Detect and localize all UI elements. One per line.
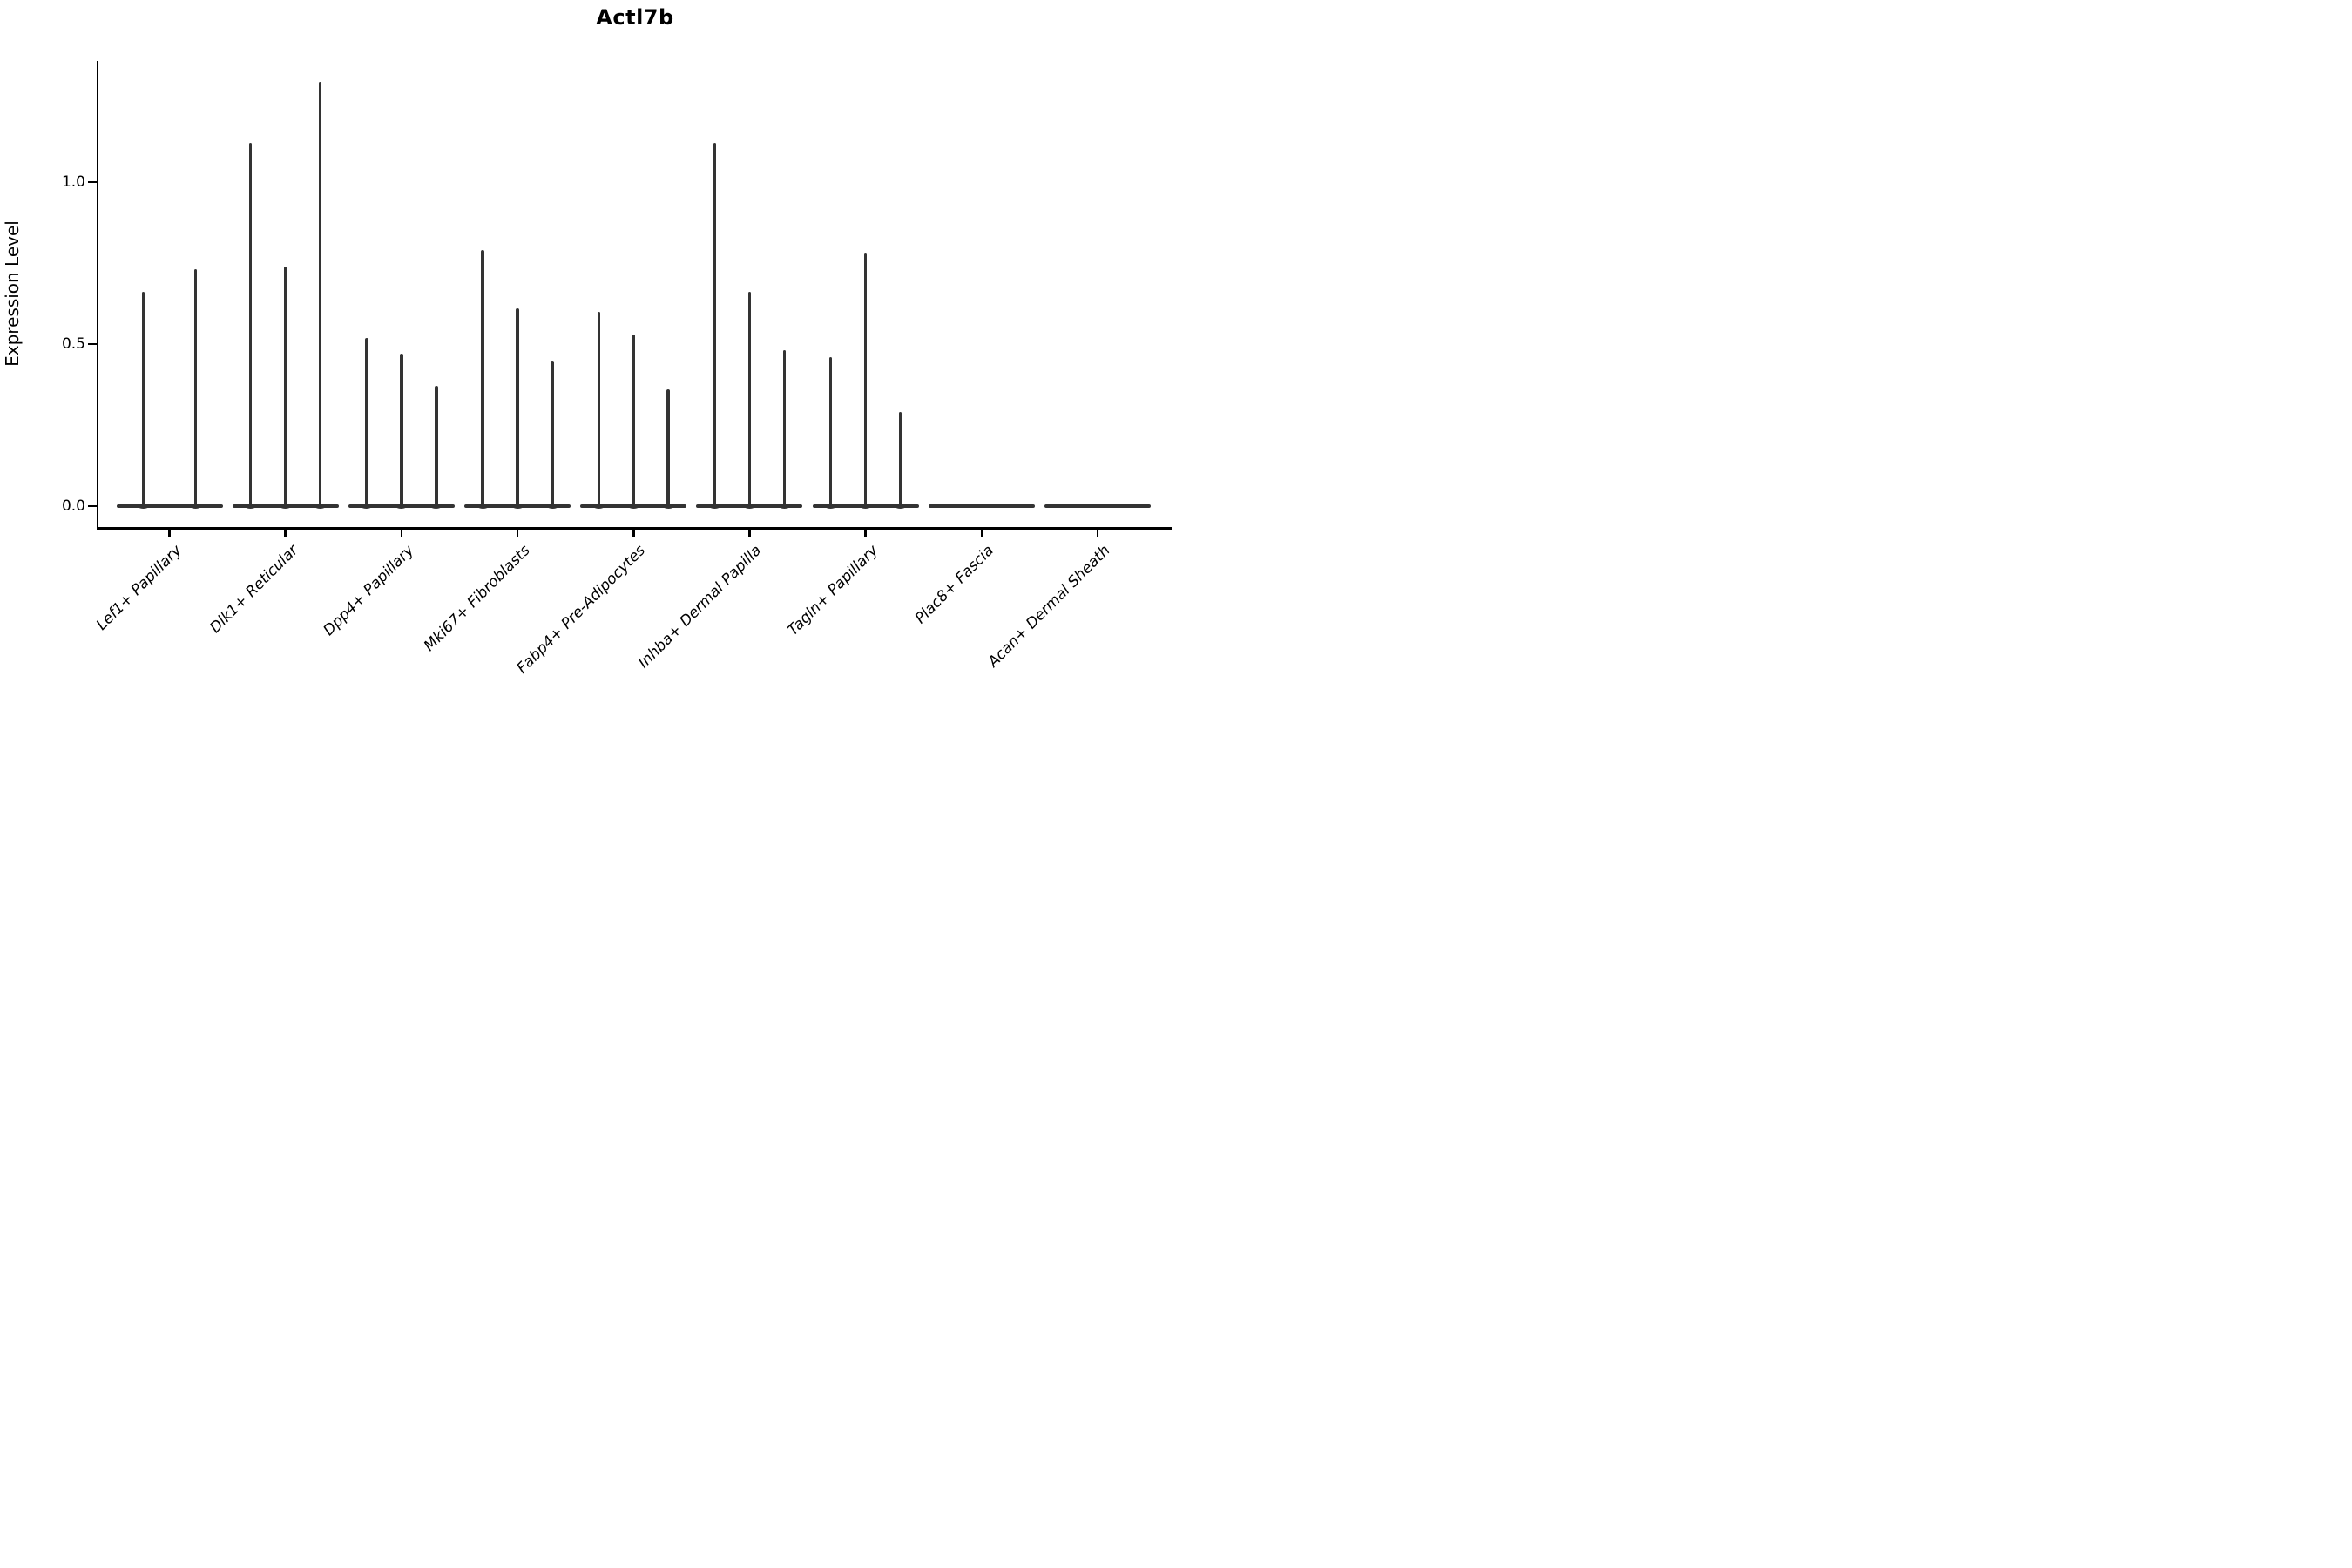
violin-spike bbox=[863, 253, 868, 507]
x-tick-mark bbox=[864, 529, 867, 537]
x-tick-label-text: Acan+ Dermal Sheath bbox=[984, 542, 1114, 672]
y-tick-label: 0.0 bbox=[61, 497, 85, 515]
y-tick-label: 1.0 bbox=[61, 173, 85, 191]
x-tick-mark bbox=[168, 529, 171, 537]
x-tick-label-text: Mki67+ Fibroblasts bbox=[420, 542, 534, 655]
violin-spike bbox=[632, 334, 635, 507]
violin-spike bbox=[248, 143, 253, 507]
x-tick-mark bbox=[748, 529, 751, 537]
violin-spike bbox=[141, 292, 145, 507]
violin-spike bbox=[713, 143, 717, 507]
violin-base-band bbox=[928, 504, 1035, 509]
y-tick-mark bbox=[88, 180, 97, 184]
x-tick-label-text: Dlk1+ Reticular bbox=[206, 542, 301, 637]
violin-spike bbox=[318, 81, 322, 507]
chart-title: Actl7b bbox=[596, 5, 674, 30]
violin-spike bbox=[400, 354, 403, 507]
x-axis-spine bbox=[96, 527, 1172, 530]
x-tick-label-text: Plac8+ Fascia bbox=[911, 542, 997, 628]
x-tick-mark bbox=[400, 529, 403, 537]
violin-spike bbox=[551, 360, 554, 507]
violin-spike bbox=[747, 292, 752, 507]
violin-spike bbox=[898, 412, 902, 507]
y-tick-label: 0.5 bbox=[61, 335, 85, 353]
violin-spike bbox=[782, 350, 787, 507]
violin-spike bbox=[597, 311, 601, 507]
violin-spike bbox=[666, 389, 670, 507]
x-tick-label-text: Tagln+ Papillary bbox=[784, 542, 882, 639]
y-tick-mark bbox=[88, 342, 97, 346]
y-axis-label-text: Expression Level bbox=[2, 220, 23, 367]
x-tick-label-text: Dpp4+ Papillary bbox=[320, 542, 418, 639]
violin-spike bbox=[481, 250, 484, 507]
x-tick-label-text: Inhba+ Dermal Papilla bbox=[635, 542, 766, 672]
violin-spike bbox=[283, 266, 287, 507]
violin-spike bbox=[516, 308, 519, 507]
violin-spike bbox=[435, 386, 438, 507]
violin-base-band bbox=[116, 504, 223, 509]
y-tick-mark bbox=[88, 504, 97, 508]
x-tick-mark bbox=[632, 529, 635, 537]
violin-spike bbox=[828, 356, 833, 507]
violin-plot-figure: Actl7b Expression Level 0.0 0.5 1.0 Lef1+ P… bbox=[0, 0, 1176, 784]
x-tick-mark bbox=[516, 529, 519, 537]
violin-spike bbox=[365, 337, 368, 507]
violin-base-band bbox=[1044, 504, 1152, 509]
x-tick-mark bbox=[980, 529, 983, 537]
x-tick-mark bbox=[1096, 529, 1099, 537]
x-tick-mark bbox=[284, 529, 287, 537]
x-tick-label-text: Fabp4+ Pre-Adipocytes bbox=[513, 542, 650, 678]
y-axis-spine bbox=[96, 61, 98, 530]
x-tick-label-text: Lef1+ Papillary bbox=[92, 542, 186, 634]
violin-spike bbox=[193, 269, 198, 507]
